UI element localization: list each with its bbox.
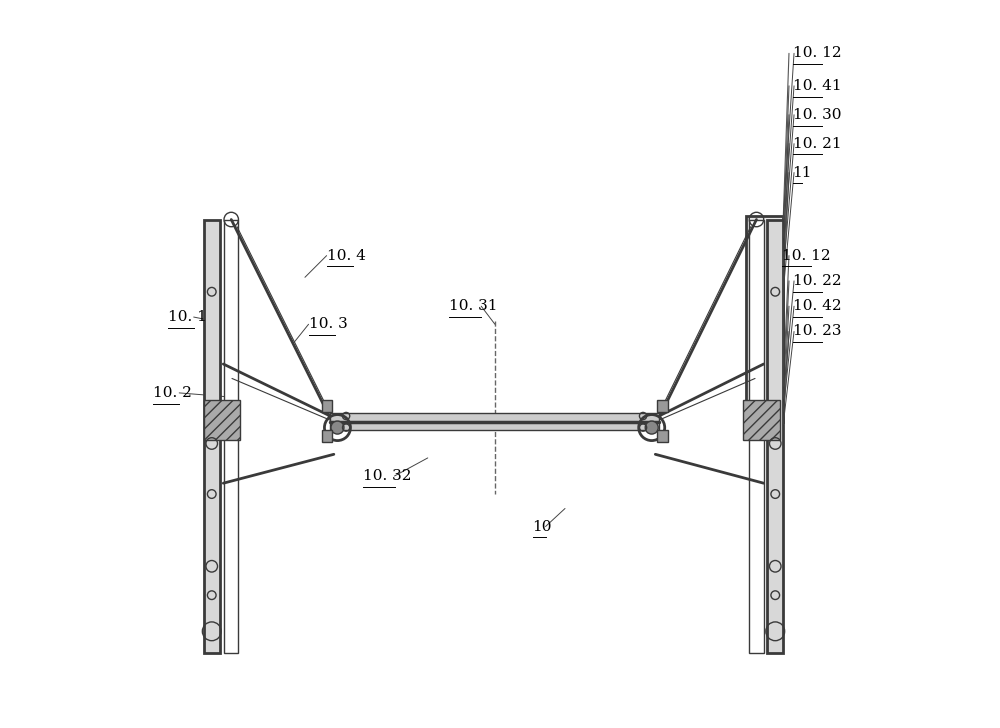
Bar (322, 400, 332, 411)
Text: 10. 32: 10. 32 (363, 469, 411, 483)
Circle shape (331, 421, 344, 434)
Text: 10. 12: 10. 12 (793, 47, 841, 60)
Circle shape (645, 421, 658, 434)
Bar (749, 220, 764, 653)
Text: 10. 41: 10. 41 (793, 79, 841, 93)
Bar (746, 216, 783, 422)
Text: 10. 2: 10. 2 (153, 386, 192, 400)
Text: 10. 12: 10. 12 (782, 249, 830, 263)
Bar (224, 220, 238, 653)
Text: 10. 22: 10. 22 (793, 274, 841, 288)
Text: 10: 10 (533, 520, 552, 534)
Bar (204, 220, 220, 653)
Text: 10. 4: 10. 4 (327, 249, 365, 263)
Bar (657, 430, 668, 442)
Bar (204, 400, 240, 440)
Text: 10. 30: 10. 30 (793, 108, 841, 122)
Bar (330, 413, 659, 430)
Text: 11: 11 (793, 165, 812, 180)
Text: 10. 1: 10. 1 (168, 310, 207, 324)
Bar (657, 400, 668, 411)
Text: 10. 3: 10. 3 (309, 317, 347, 331)
Bar (322, 430, 332, 442)
Bar (743, 400, 780, 440)
Text: 10. 23: 10. 23 (793, 325, 841, 339)
Text: 10. 31: 10. 31 (449, 299, 498, 313)
Text: 10. 42: 10. 42 (793, 299, 841, 313)
Bar (767, 220, 783, 653)
Text: 10. 21: 10. 21 (793, 137, 841, 151)
